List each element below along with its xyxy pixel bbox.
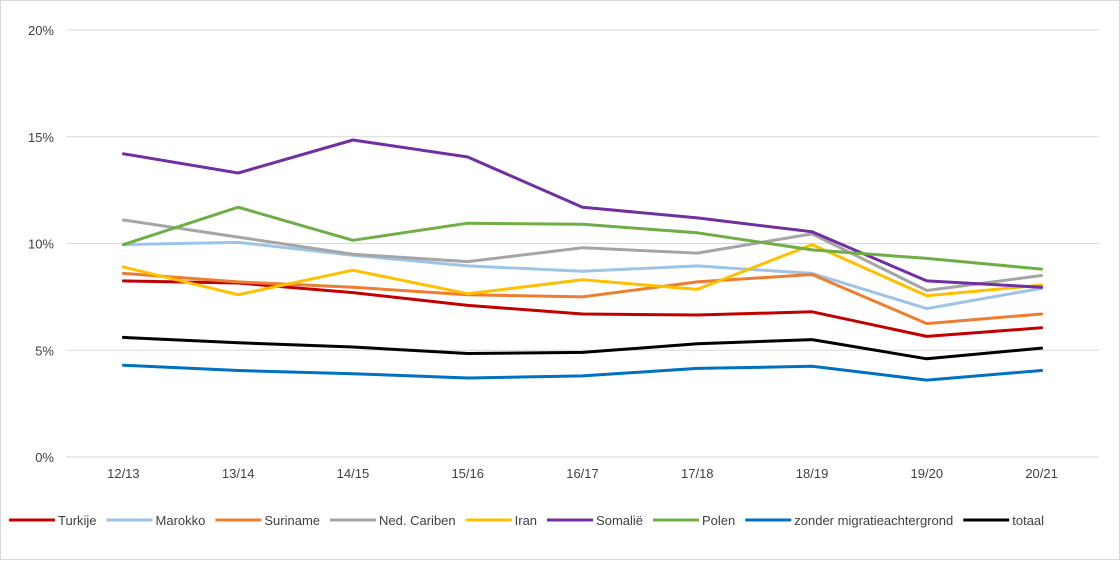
legend-label: Marokko <box>156 513 206 528</box>
y-tick-label: 20% <box>28 23 54 38</box>
y-axis-ticks: 0% 5% 10% 15% 20% <box>28 23 54 465</box>
series-line-iran <box>121 243 1044 298</box>
x-tick-label: 12/13 <box>107 466 140 481</box>
legend-item-totaal: totaal <box>963 513 1044 528</box>
y-tick-label: 15% <box>28 130 54 145</box>
series-line-somalie <box>121 138 1044 289</box>
y-tick-label: 0% <box>35 450 54 465</box>
series-lines <box>121 138 1044 382</box>
legend-item-somalie: Somalië <box>547 513 643 528</box>
legend-label: Ned. Cariben <box>379 513 456 528</box>
x-tick-label: 13/14 <box>222 466 255 481</box>
legend-item-turkije: Turkije <box>9 513 97 528</box>
legend-item-suriname: Suriname <box>215 513 320 528</box>
legend-label: zonder migratieachtergrond <box>794 513 953 528</box>
legend-item-iran: Iran <box>465 513 537 528</box>
legend-label: Turkije <box>58 513 97 528</box>
x-axis-ticks: 12/13 13/14 14/15 15/16 16/17 17/18 18/19 19/20… <box>107 466 1058 481</box>
x-tick-label: 17/18 <box>681 466 714 481</box>
y-tick-label: 5% <box>35 343 54 358</box>
legend-item-polen: Polen <box>653 513 735 528</box>
legend-label: Iran <box>515 513 537 528</box>
x-tick-label: 14/15 <box>337 466 370 481</box>
legend-item-marokko: Marokko <box>106 513 206 528</box>
series-line-marokko <box>121 240 1044 311</box>
series-line-ned-cariben <box>121 218 1044 292</box>
x-tick-label: 18/19 <box>796 466 829 481</box>
series-line-suriname <box>121 271 1044 326</box>
legend: Turkije Marokko Suriname Ned. Cariben Iran So… <box>9 513 1044 528</box>
legend-label: Polen <box>702 513 735 528</box>
y-tick-label: 10% <box>28 237 54 252</box>
legend-label: Somalië <box>596 513 643 528</box>
series-line-polen <box>121 205 1044 271</box>
series-line-totaal <box>121 335 1044 361</box>
x-tick-label: 15/16 <box>451 466 484 481</box>
series-line-zonder-migratieachtergrond <box>121 363 1044 382</box>
legend-label: totaal <box>1012 513 1044 528</box>
x-tick-label: 20/21 <box>1025 466 1058 481</box>
x-tick-label: 19/20 <box>911 466 944 481</box>
x-tick-label: 16/17 <box>566 466 599 481</box>
legend-item-zonder-migratieachtergrond: zonder migratieachtergrond <box>745 513 953 528</box>
legend-label: Suriname <box>264 513 320 528</box>
legend-item-ned-cariben: Ned. Cariben <box>330 513 456 528</box>
